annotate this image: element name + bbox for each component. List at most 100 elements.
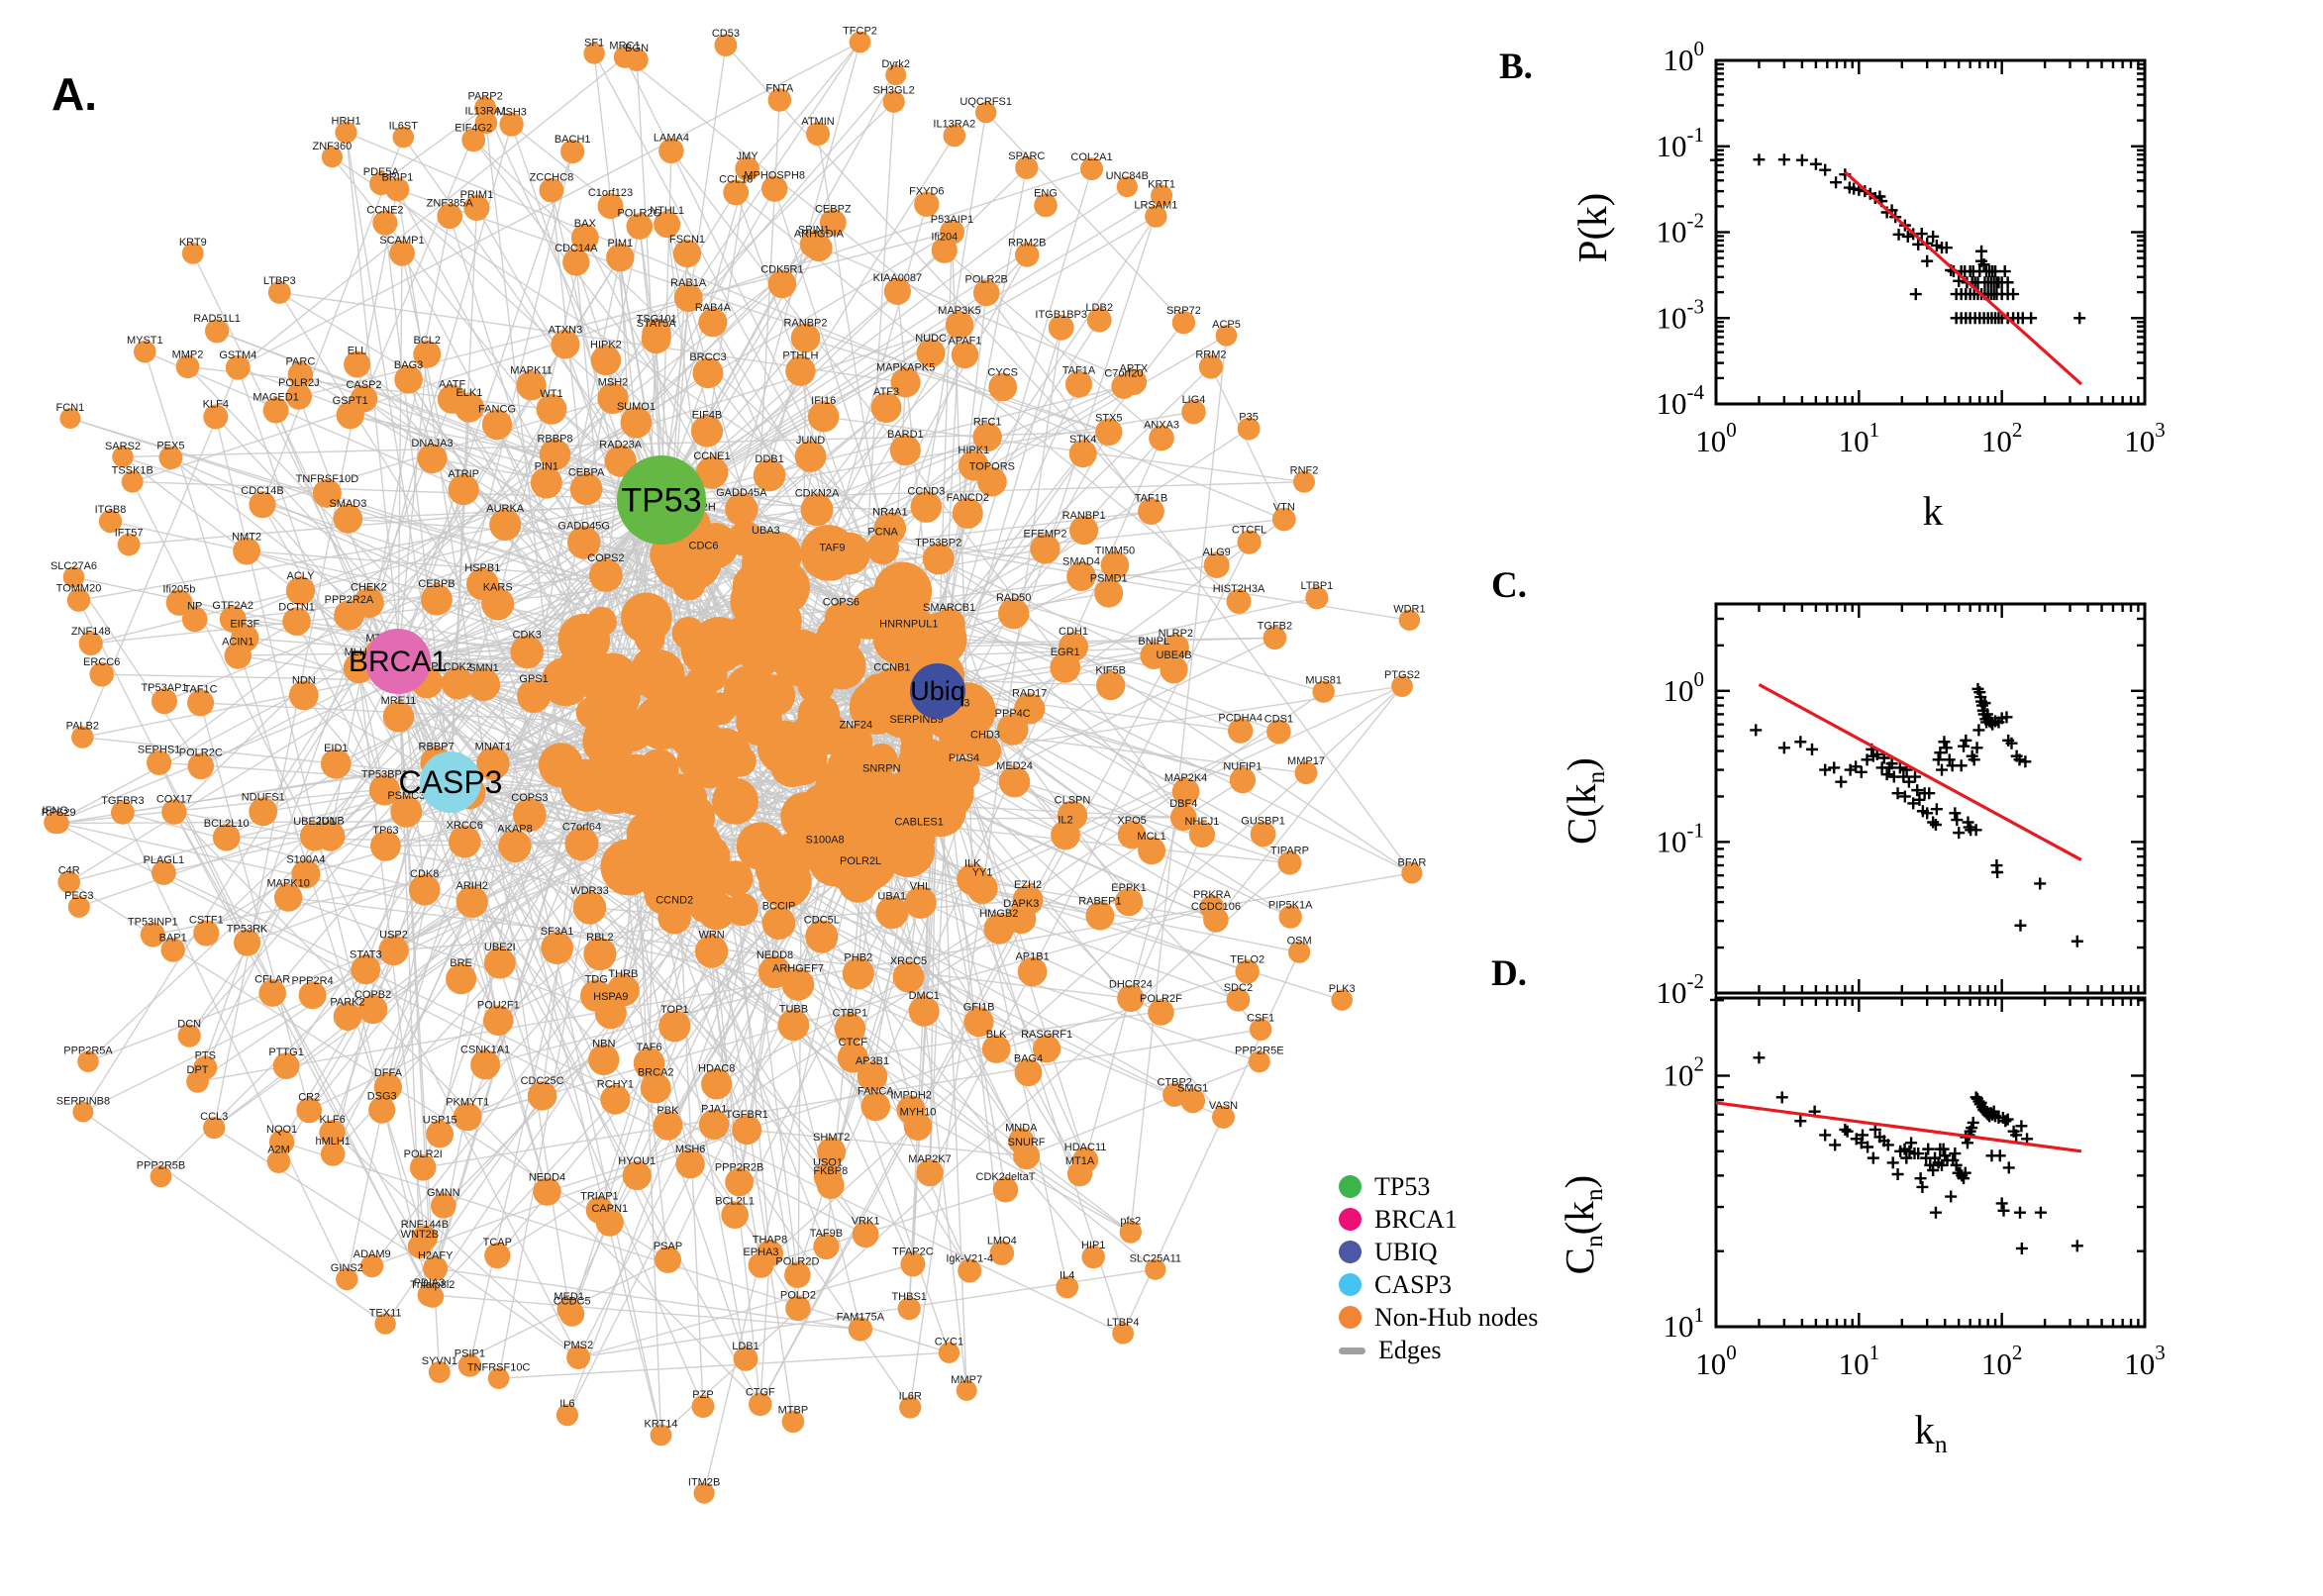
network-node-label: C7orf20	[1104, 368, 1143, 380]
data-point	[1841, 1125, 1854, 1138]
network-node	[1278, 905, 1302, 929]
network-node	[1149, 425, 1174, 451]
network-node	[653, 1111, 683, 1141]
network-node-label: IFI16	[811, 395, 836, 407]
network-node	[951, 341, 979, 369]
network-node-label: FSCN1	[669, 234, 705, 246]
data-point	[1886, 1156, 1899, 1169]
network-node-label: NHEJ1	[1184, 816, 1219, 828]
network-node	[296, 1097, 323, 1124]
network-node	[956, 1379, 977, 1401]
network-node	[817, 1137, 847, 1166]
network-node-label: TOMM20	[56, 582, 102, 594]
network-node-label: SH3GL2	[873, 85, 915, 97]
network-node-label: BCL2L1	[715, 1195, 755, 1207]
network-node	[692, 357, 724, 389]
network-edge	[122, 812, 348, 1280]
network-node	[274, 883, 303, 912]
network-core-node	[732, 564, 776, 608]
network-node	[996, 713, 1029, 746]
network-node	[642, 319, 671, 349]
network-node	[446, 963, 477, 995]
network-node-label: WRN	[698, 929, 724, 941]
network-node	[1033, 1035, 1061, 1063]
network-node	[749, 531, 783, 564]
network-edge	[397, 185, 1129, 662]
network-node	[1391, 675, 1413, 697]
network-node-label: TIMM50	[1095, 546, 1135, 557]
data-point	[1892, 228, 1905, 241]
network-node-label: PMS2	[563, 1340, 593, 1351]
network-node-label: FNTA	[765, 82, 794, 94]
network-node-label: CDC14B	[241, 485, 283, 497]
network-node-label: SERPINB8	[56, 1096, 110, 1108]
data-point	[1819, 763, 1832, 776]
network-core-node	[621, 592, 672, 645]
network-node	[1066, 561, 1096, 591]
network-node	[203, 1117, 226, 1140]
data-point	[1856, 1129, 1868, 1142]
network-node	[560, 139, 585, 164]
network-node	[1305, 586, 1329, 610]
network-node	[408, 874, 441, 906]
network-node	[940, 219, 964, 245]
network-node	[1048, 314, 1074, 341]
network-edge	[660, 44, 727, 501]
network-edge	[196, 768, 659, 1083]
network-node	[71, 726, 94, 748]
network-node	[1226, 987, 1251, 1012]
network-core-node	[586, 606, 617, 638]
data-point	[1995, 1197, 2008, 1210]
network-node-label: RBBP8	[537, 433, 572, 445]
network-node-label: RBBP7	[419, 741, 454, 752]
plot-c: 100 10-1 10-2	[1657, 602, 2147, 1010]
network-node-label: TAF1A	[1062, 365, 1096, 377]
svg-text:101: 101	[1839, 418, 1880, 458]
network-node	[121, 470, 144, 493]
network-node-label: PEX5	[156, 440, 184, 451]
network-node-label: BRCC3	[689, 351, 726, 363]
network-node-label: PARK2	[330, 996, 364, 1008]
network-node	[1111, 373, 1137, 399]
network-node-label: BLK	[986, 1029, 1007, 1041]
network-node	[1398, 609, 1421, 631]
network-node	[800, 493, 834, 527]
network-node-label: PDE5A	[363, 166, 400, 178]
data-point	[1932, 753, 1945, 766]
network-edge	[813, 243, 1135, 383]
network-node-label: PEG3	[64, 890, 93, 902]
network-node-label: ZNF360	[313, 141, 353, 152]
network-edge	[660, 215, 1158, 501]
network-node	[721, 1201, 749, 1229]
network-node	[902, 822, 936, 855]
network-node-label: CCND2	[656, 895, 693, 907]
network-node	[1069, 516, 1099, 546]
data-point	[2001, 1113, 2014, 1126]
legend-item-brca1: BRCA1	[1339, 1203, 1538, 1236]
network-node	[857, 1061, 888, 1092]
network-node-label: TDG	[585, 974, 608, 986]
data-point	[1934, 747, 1947, 759]
network-node	[570, 224, 599, 252]
data-point	[1867, 1151, 1879, 1164]
network-node	[117, 533, 141, 556]
network-node	[372, 210, 398, 236]
network-edge	[345, 131, 426, 891]
network-node-label: PBK	[656, 1105, 679, 1117]
network-node-label: COX17	[156, 793, 192, 805]
network-node-label: CEBPB	[418, 578, 454, 590]
network-node-label: SNRPN	[862, 763, 901, 775]
network-node-label: Tnfaip8l2	[410, 1279, 454, 1291]
network-node	[966, 872, 998, 904]
network-node-label: ATXN3	[549, 324, 583, 336]
network-node	[1119, 1221, 1143, 1244]
network-node	[378, 935, 409, 966]
network-node-label: MED24	[996, 760, 1033, 772]
network-node-label: MAP2K7	[908, 1153, 951, 1165]
network-node-label: BAX	[574, 218, 597, 230]
edge-line-icon	[1339, 1347, 1365, 1354]
network-node-label: TAF9	[819, 542, 845, 553]
network-edge	[937, 690, 1291, 918]
network-edge	[1025, 1060, 1261, 1157]
network-node-label: PPP4C	[995, 708, 1031, 720]
